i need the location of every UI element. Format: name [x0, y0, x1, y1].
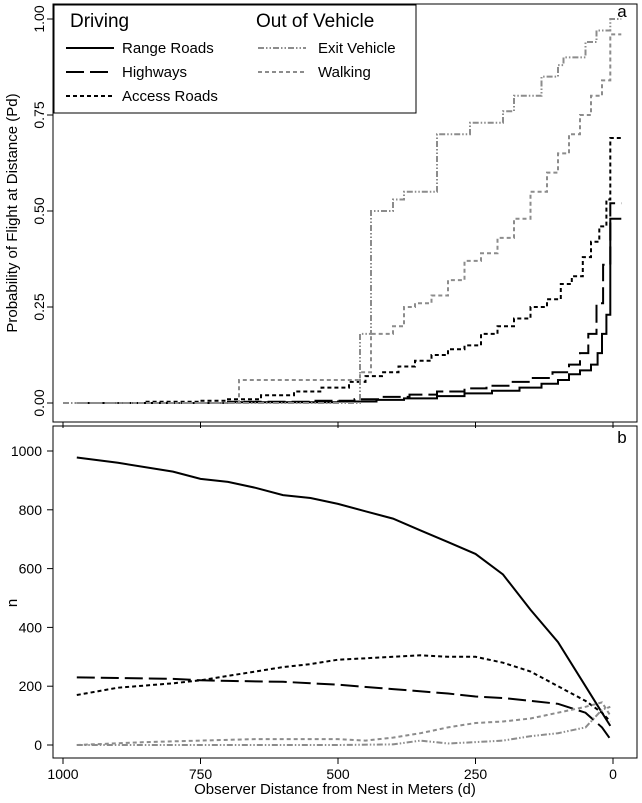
- panel-b-y-tick-label: 200: [19, 678, 43, 694]
- panel-a: a Probability of Flight at Distance (Pd)…: [4, 2, 638, 428]
- panel-a-series-exit-vehicle: [63, 18, 622, 404]
- legend-label-exit-vehicle: Exit Vehicle: [318, 40, 396, 57]
- panel-b-x-tick-label: 0: [609, 766, 617, 782]
- panel-b-x-tick-label: 750: [189, 766, 213, 782]
- panel-a-x-axis: [62, 422, 614, 428]
- panel-b-series-highways: [76, 676, 612, 740]
- panel-b-series-walking: [76, 701, 612, 746]
- panel-b-y-tick-label: 0: [34, 737, 42, 753]
- panel-b-x-axis: 1000 750 500 250 0: [47, 758, 617, 782]
- panel-b-letter: b: [617, 428, 626, 447]
- panel-b: b n Observer Distance from Nest in Meter…: [4, 425, 638, 798]
- panel-b-series: [76, 456, 612, 746]
- panel-a-y-tick-label: 0.25: [31, 293, 47, 320]
- panel-a-series-walking: [76, 33, 622, 404]
- legend-box: [53, 4, 417, 114]
- panel-b-ylabel: n: [4, 599, 21, 607]
- panel-b-y-tick-label: 1000: [11, 443, 42, 459]
- panel-a-frame: [52, 3, 638, 423]
- panel-b-series-exit-vehicle: [76, 705, 611, 746]
- legend-label-walking: Walking: [318, 64, 371, 81]
- panel-b-y-tick-label: 400: [19, 619, 43, 635]
- panel-b-series-range-roads: [76, 456, 612, 727]
- panel-b-y-tick-label: 800: [19, 502, 43, 518]
- panel-b-frame: [52, 425, 638, 759]
- panel-a-y-tick-label: 0.50: [31, 197, 47, 224]
- legend: Driving Out of Vehicle Range Roads Highw…: [53, 4, 417, 114]
- panel-b-y-axis: 0 200 400 600 800 1000: [11, 443, 53, 753]
- panel-a-y-tick-label: 0.00: [31, 389, 47, 416]
- panel-a-ylabel: Probability of Flight at Distance (Pd): [4, 93, 21, 332]
- panel-b-series-access-roads: [76, 654, 612, 723]
- panel-a-series-highways: [76, 202, 622, 404]
- panel-b-y-tick-label: 600: [19, 561, 43, 577]
- legend-label-range-roads: Range Roads: [122, 40, 214, 57]
- panel-b-x-tick-label: 500: [326, 766, 350, 782]
- panel-a-y-tick-label: 1.00: [31, 5, 47, 32]
- legend-label-access-roads: Access Roads: [122, 88, 218, 105]
- panel-b-x-tick-label: 1000: [47, 766, 78, 782]
- panel-b-xlabel: Observer Distance from Nest in Meters (d…: [194, 781, 476, 798]
- panel-a-series-access-roads: [76, 137, 622, 404]
- panel-a-y-tick-label: 0.75: [31, 101, 47, 128]
- legend-title-outside: Out of Vehicle: [256, 11, 374, 32]
- panel-b-x-tick-label: 250: [464, 766, 488, 782]
- panel-a-y-axis: 0.00 0.25 0.50 0.75 1.00: [31, 5, 53, 417]
- panel-a-series: [63, 18, 622, 404]
- legend-title-driving: Driving: [70, 11, 129, 32]
- legend-label-highways: Highways: [122, 64, 187, 81]
- panel-a-letter: a: [617, 2, 627, 21]
